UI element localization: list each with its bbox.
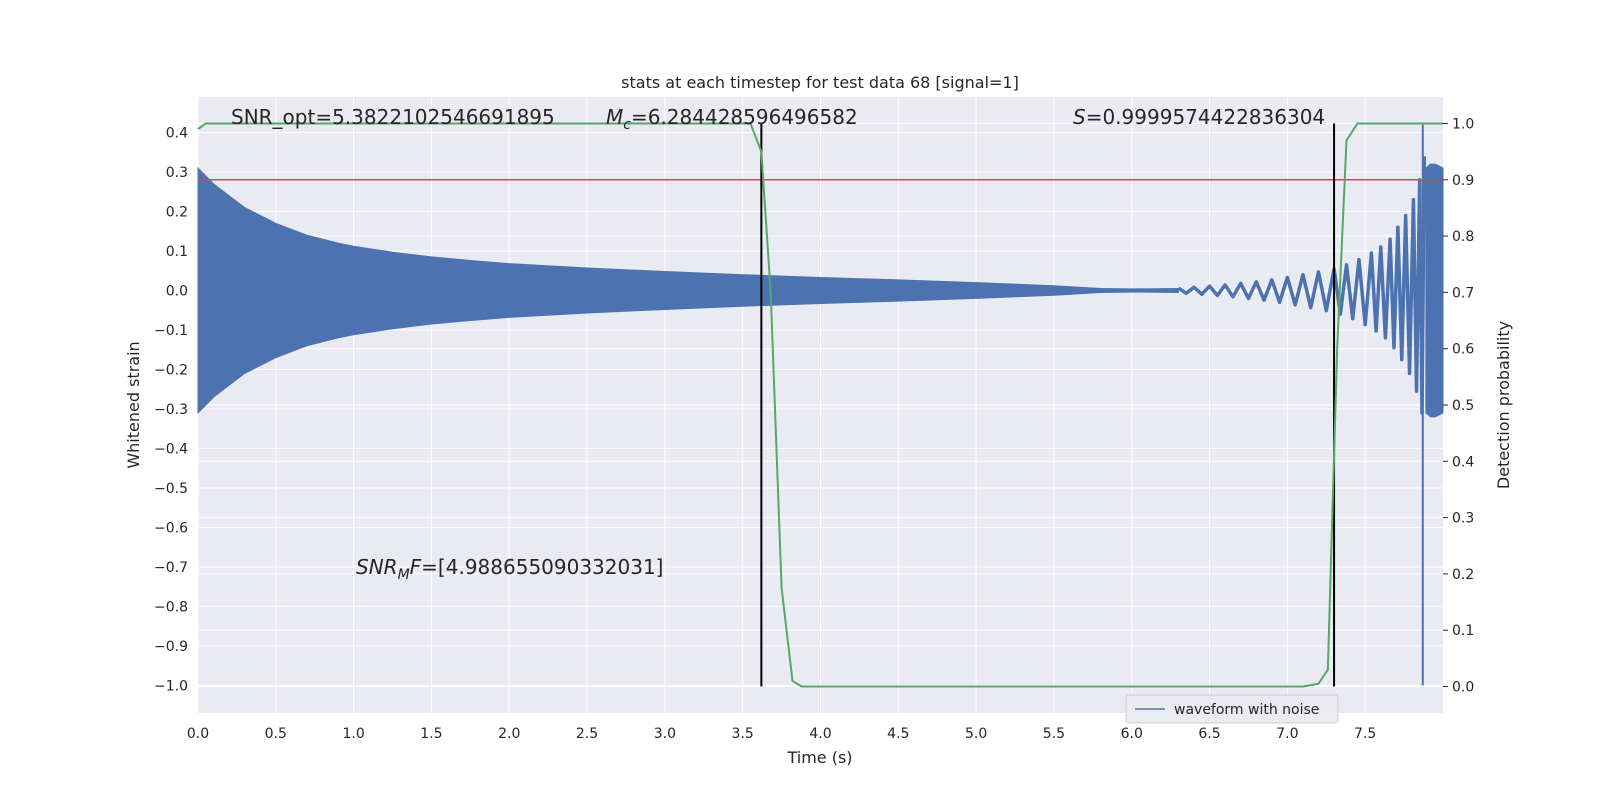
y-tick-label-left: −0.8 bbox=[154, 599, 188, 615]
x-tick-label: 7.0 bbox=[1276, 726, 1298, 742]
x-axis-label: Time (s) bbox=[786, 748, 852, 767]
x-tick-label: 4.5 bbox=[887, 726, 909, 742]
y-tick-label-right: 0.7 bbox=[1452, 285, 1474, 301]
y-axis-label-left: Whitened strain bbox=[124, 341, 143, 468]
y-tick-label-right: 0.3 bbox=[1452, 511, 1474, 527]
y-tick-label-left: −0.6 bbox=[154, 520, 188, 536]
chart-title: stats at each timestep for test data 68 … bbox=[621, 73, 1019, 92]
y-tick-label-left: −0.1 bbox=[154, 323, 188, 339]
x-tick-label: 1.5 bbox=[420, 726, 442, 742]
ticks: 0.0 0.5 1.0 1.5 2.0 2.5 3.0 3.5 4.0 4.5 5.0 5.5 6.0 6… bbox=[154, 116, 1474, 742]
y-tick-label-left: 0.1 bbox=[166, 244, 188, 260]
y-tick-label-right: 1.0 bbox=[1452, 116, 1474, 132]
chirp-mass-value: =6.284428596496582 bbox=[631, 105, 858, 129]
legend-box bbox=[1125, 694, 1339, 724]
snr-mf-value: =[4.988655090332031] bbox=[421, 555, 663, 579]
legend: waveform with noise bbox=[1125, 694, 1339, 724]
chirp-mass-symbol: M bbox=[606, 105, 623, 129]
x-tick-label: 0.0 bbox=[187, 726, 209, 742]
y-tick-label-left: 0.0 bbox=[166, 283, 188, 299]
s-symbol: S bbox=[1073, 105, 1086, 129]
snr-mf-symbol: SNR bbox=[356, 555, 398, 579]
y-tick-label-right: 0.1 bbox=[1452, 623, 1474, 639]
s-annotation: S=0.9999574422836304 bbox=[1073, 105, 1325, 129]
waveform-tail bbox=[1425, 163, 1444, 418]
y-tick-label-left: −1.0 bbox=[154, 678, 188, 694]
y-tick-label-left: 0.2 bbox=[166, 205, 188, 221]
y-tick-label-left: −0.2 bbox=[154, 362, 188, 378]
x-tick-label: 1.0 bbox=[342, 726, 364, 742]
snr-mf-annotation: SNRMF=[4.988655090332031] bbox=[356, 555, 664, 583]
y-tick-label-left: 0.4 bbox=[166, 126, 188, 142]
snr-opt-annotation: SNR_opt=5.3822102546691895 bbox=[231, 105, 555, 129]
chirp-mass-subscript: c bbox=[623, 117, 631, 133]
x-tick-label: 7.5 bbox=[1354, 726, 1376, 742]
y-tick-label-left: −0.4 bbox=[154, 441, 188, 457]
x-tick-label: 0.5 bbox=[265, 726, 287, 742]
x-tick-label: 5.5 bbox=[1043, 726, 1065, 742]
x-tick-label: 6.0 bbox=[1121, 726, 1143, 742]
y-tick-label-right: 0.9 bbox=[1452, 173, 1474, 189]
chirp-mass-annotation: Mc=6.284428596496582 bbox=[606, 105, 858, 133]
snr-mf-letter: F bbox=[410, 555, 422, 579]
x-tick-label: 4.0 bbox=[809, 726, 831, 742]
y-tick-label-right: 0.2 bbox=[1452, 567, 1474, 583]
y-axis-label-right: Detection probability bbox=[1494, 321, 1513, 489]
overlay-layer bbox=[197, 122, 1443, 688]
x-tick-label: 6.5 bbox=[1198, 726, 1220, 742]
detection-probability-line bbox=[197, 122, 1443, 688]
y-tick-label-right: 0.5 bbox=[1452, 398, 1474, 414]
waveform-envelope bbox=[197, 166, 1179, 415]
s-value: =0.9999574422836304 bbox=[1086, 105, 1325, 129]
x-tick-label: 3.5 bbox=[732, 726, 754, 742]
legend-entry-waveform: waveform with noise bbox=[1174, 702, 1319, 718]
y-tick-label-right: 0.6 bbox=[1452, 342, 1474, 358]
y-tick-label-right: 0.4 bbox=[1452, 454, 1474, 470]
x-tick-label: 2.5 bbox=[576, 726, 598, 742]
y-tick-label-right: 0.8 bbox=[1452, 229, 1474, 245]
y-tick-label-right: 0.0 bbox=[1452, 680, 1474, 696]
x-tick-label: 2.0 bbox=[498, 726, 520, 742]
y-tick-label-left: −0.5 bbox=[154, 481, 188, 497]
y-tick-label-left: −0.9 bbox=[154, 639, 188, 655]
y-tick-label-left: 0.3 bbox=[166, 165, 188, 181]
x-tick-label: 5.0 bbox=[965, 726, 987, 742]
x-tick-label: 3.0 bbox=[654, 726, 676, 742]
y-tick-label-left: −0.7 bbox=[154, 560, 188, 576]
snr-mf-subscript: M bbox=[398, 567, 410, 583]
y-tick-label-left: −0.3 bbox=[154, 402, 188, 418]
